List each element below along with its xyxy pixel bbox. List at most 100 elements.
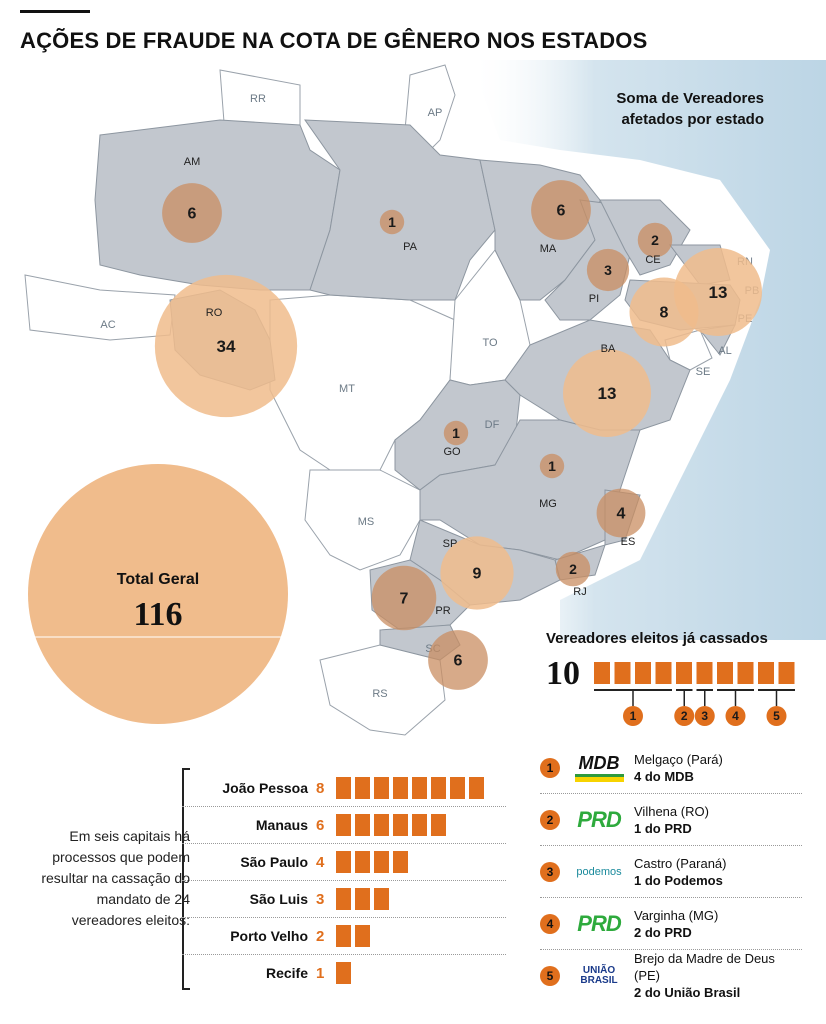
state-label-sp: SP [443,538,458,550]
capital-bar-unit [393,851,408,873]
bubble-circle-am [162,183,222,243]
party-logo: MDB [568,753,630,782]
state-label-mg: MG [539,498,557,510]
state-label-ma: MA [540,243,557,255]
city-row: 3 podemos Castro (Paraná) 1 do Podemos [540,846,802,898]
bubble-value-pa: 1 [388,214,396,230]
city-place: Vilhena (RO) [634,803,709,819]
cassado-marker-num: 1 [630,709,637,723]
cassado-marker [623,706,643,726]
state-label-ro: RO [206,307,223,319]
capital-bar-unit [355,777,370,799]
bubble-circle-pe [629,277,699,347]
page-title: AÇÕES DE FRAUDE NA COTA DE GÊNERO NOS ES… [20,28,648,53]
bubble-pr: 7 PR [371,565,451,631]
capital-count: 3 [316,890,325,908]
cassado-marker-num: 4 [732,709,739,723]
cassado-square [655,662,672,684]
state-label-rr: RR [250,93,266,105]
city-party: 1 do Podemos [634,872,723,888]
capital-name: Recife [265,965,308,981]
city-row: 1 MDB Melgaço (Pará) 4 do MDB [540,742,802,794]
city-number-badge: 5 [540,965,560,986]
capital-bars [336,925,370,947]
state-label-es: ES [621,536,636,548]
city-row: 2 PRD Vilhena (RO) 1 do PRD [540,794,802,846]
capital-bar-unit [336,851,351,873]
cassado-marker-num: 3 [701,709,708,723]
capital-row: João Pessoa 8 [182,770,506,807]
capital-bar-unit [355,814,370,836]
state-label-am: AM [184,156,201,168]
bubble-pe: 8 [629,277,699,347]
city-party: 2 do União Brasil [634,985,741,1000]
cassado-square [778,662,795,684]
state-label-se: SE [696,366,711,378]
bubble-value-sc: 6 [454,653,463,670]
capital-name: São Paulo [240,854,308,870]
state-pa [304,119,496,301]
bubble-value-am: 6 [188,206,197,223]
state-label-rj: RJ [573,586,586,598]
total-value: 116 [133,596,182,633]
capitals-bracket [182,768,190,990]
bubble-value-ce: 2 [651,232,659,248]
city-number-badge: 2 [540,809,560,830]
capital-name: João Pessoa [222,780,308,796]
bubble-pi: 3 PI [586,248,630,305]
ocean [470,60,826,640]
bubble-value-sp: 9 [473,566,482,583]
city-row: 4 PRD Varginha (MG) 2 do PRD [540,898,802,950]
capital-bars [336,777,484,799]
bubble-value-ro: 34 [217,337,236,356]
state-label-al: AL [718,345,731,357]
party-logo: UNIÃO BRASIL [580,964,618,986]
bubble-value-pi: 3 [604,262,612,278]
bubble-rj: 2 RJ [555,551,591,598]
bubble-circle-pi [586,248,630,292]
capital-bar-unit [355,925,370,947]
bubble-value-mg: 1 [548,458,556,474]
bubble-circle-sc [428,630,488,690]
bubble-value-rj: 2 [569,561,577,577]
cassado-square [635,662,651,684]
capitals-note: Em seis capitais há processos que podem … [41,828,190,928]
city-text: Melgaço (Pará) 4 do MDB [634,751,723,785]
state-label-ap: AP [428,107,443,119]
cassado-marker [766,706,787,726]
bubble-value-ba: 13 [598,384,617,403]
state-label-mt: MT [339,383,355,395]
state-label-ms: MS [358,516,375,528]
cities-list: 1 MDB Melgaço (Pará) 4 do MDB 2 PRD Vilhena (R… [540,742,802,1001]
capital-bar-unit [374,814,389,836]
capital-name: Manaus [255,817,308,833]
bubble-value-ma: 6 [557,203,566,220]
city-number-badge: 1 [540,757,560,778]
bubble-value-pb: 13 [709,283,728,302]
cassado-square [717,662,733,684]
capital-bar-unit [469,777,484,799]
city-place: Brejo da Madre de Deus (PE) [634,951,775,983]
capital-row: São Luis 3 [182,881,506,918]
capital-bar-unit [336,962,351,984]
bubble-value-es: 4 [617,506,626,523]
cassado-marker [725,706,746,726]
capital-row: Porto Velho 2 [182,918,506,955]
bubble-ma: 6 MA [531,180,591,255]
capital-bar-unit [336,888,351,910]
bubble-ce: 2 CE [637,222,673,266]
capital-count: 1 [316,964,325,982]
party-logo: podemos [576,865,622,878]
cassado-square [676,662,692,684]
bubble-go: 1 GO [443,420,469,458]
state-label-ce: CE [645,254,660,266]
bubble-circle-ce [637,222,673,258]
capital-count: 6 [316,816,325,834]
capital-bar-unit [355,888,370,910]
capital-bars [336,814,446,836]
capital-bar-unit [336,925,351,947]
city-text: Varginha (MG) 2 do PRD [634,907,718,941]
bubble-mg: 1 MG [539,453,565,510]
bubble-circle-sp [440,536,514,610]
